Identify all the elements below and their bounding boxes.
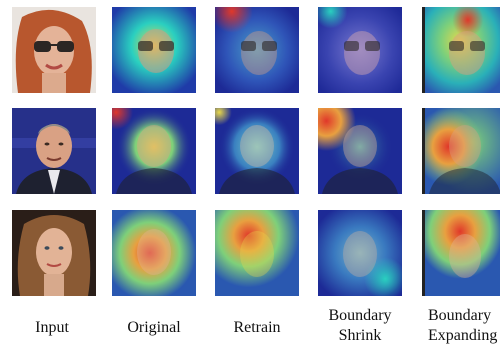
woman-long-hair-photo-icon bbox=[12, 210, 96, 296]
retrain-heatmap-row-2 bbox=[215, 108, 299, 194]
boundary-expanding-heatmap-row-3 bbox=[422, 210, 500, 296]
boundary-expanding-heatmap-row-2 bbox=[422, 108, 500, 194]
image-row-1 bbox=[0, 7, 500, 95]
image-row-2 bbox=[0, 108, 500, 196]
original-heatmap-row-2 bbox=[112, 108, 196, 194]
original-heatmap-row-1 bbox=[112, 7, 196, 93]
column-label-retrain-line-1: Retrain bbox=[233, 319, 281, 336]
retrain-heatmap-row-1 bbox=[215, 7, 299, 93]
retrain-heatmap-row-3 bbox=[215, 210, 299, 296]
column-label-boundary-shrink: Boundary Shrink bbox=[305, 306, 415, 346]
column-label-boundary-expanding-line-2: Expanding bbox=[428, 327, 498, 344]
column-label-input: Input bbox=[0, 318, 107, 338]
column-label-input-line-1: Input bbox=[35, 319, 69, 336]
column-label-original: Original bbox=[99, 318, 209, 338]
original-heatmap-row-3 bbox=[112, 210, 196, 296]
column-label-boundary-shrink-line-1: Boundary bbox=[328, 307, 392, 324]
column-label-boundary-expanding: Boundary Expanding bbox=[410, 306, 500, 346]
column-label-boundary-shrink-line-2: Shrink bbox=[338, 327, 382, 344]
image-row-3 bbox=[0, 210, 500, 298]
column-label-original-line-1: Original bbox=[127, 319, 181, 336]
input-photo-row-1 bbox=[12, 7, 96, 93]
boundary-shrink-heatmap-row-2 bbox=[318, 108, 402, 194]
man-suit-photo-icon bbox=[12, 108, 96, 194]
column-label-boundary-expanding-line-1: Boundary bbox=[428, 307, 492, 324]
input-photo-row-3 bbox=[12, 210, 96, 296]
boundary-shrink-heatmap-row-3 bbox=[318, 210, 402, 296]
input-photo-row-2 bbox=[12, 108, 96, 194]
column-label-retrain: Retrain bbox=[202, 318, 312, 338]
woman-sunglasses-photo-icon bbox=[12, 7, 96, 93]
boundary-shrink-heatmap-row-1 bbox=[318, 7, 402, 93]
boundary-expanding-heatmap-row-1 bbox=[422, 7, 500, 93]
